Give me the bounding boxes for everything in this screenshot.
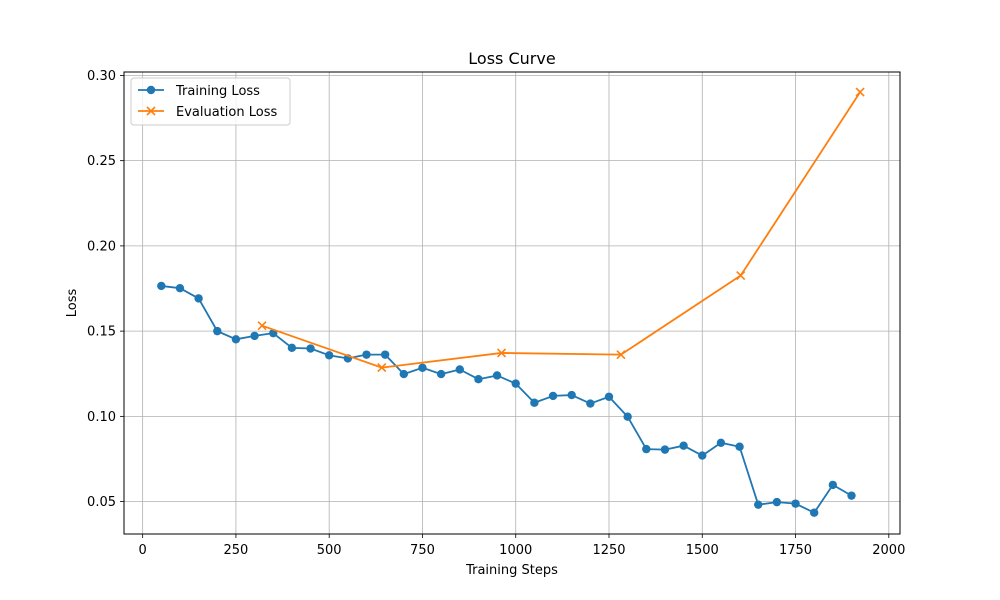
data-point bbox=[362, 350, 371, 359]
data-point bbox=[791, 499, 800, 508]
x-tick-label: 0 bbox=[139, 543, 147, 558]
data-point bbox=[855, 87, 865, 97]
data-point bbox=[455, 365, 464, 374]
data-point bbox=[530, 398, 539, 407]
data-point bbox=[616, 350, 626, 360]
y-axis-label: Loss bbox=[65, 289, 80, 318]
data-point bbox=[642, 444, 651, 454]
legend-label-evaluation: Evaluation Loss bbox=[176, 105, 277, 120]
data-point bbox=[380, 350, 390, 359]
data-point bbox=[716, 438, 726, 447]
x-tick-label: 500 bbox=[317, 543, 342, 558]
axis-ticks: 0 250 500 750 1000 1250 1500 1750 2000 0.05 0.10 0.… bbox=[87, 69, 905, 558]
data-point bbox=[213, 326, 222, 336]
y-tick-label: 0.30 bbox=[87, 69, 116, 84]
data-point bbox=[492, 371, 502, 380]
data-point bbox=[736, 270, 746, 281]
data-point bbox=[496, 348, 507, 358]
legend: Training Loss Evaluation Loss bbox=[130, 77, 291, 126]
x-tick-label: 1750 bbox=[779, 543, 812, 558]
data-point bbox=[474, 375, 483, 384]
data-point bbox=[772, 497, 782, 507]
series-evaluation-loss bbox=[257, 87, 865, 373]
legend-label-training: Training Loss bbox=[175, 84, 260, 99]
series-layer bbox=[157, 87, 865, 517]
data-point bbox=[157, 281, 166, 291]
data-point bbox=[511, 379, 520, 388]
data-point bbox=[418, 363, 427, 372]
data-point bbox=[377, 363, 387, 373]
x-tick-label: 1500 bbox=[686, 543, 719, 558]
x-axis-label: Training Steps bbox=[465, 563, 558, 578]
x-tick-label: 1000 bbox=[499, 543, 532, 558]
y-tick-label: 0.05 bbox=[87, 495, 116, 510]
y-tick-label: 0.10 bbox=[87, 410, 116, 425]
chart-title: Loss Curve bbox=[468, 49, 555, 68]
y-tick-label: 0.15 bbox=[87, 325, 116, 340]
x-tick-label: 250 bbox=[224, 543, 249, 558]
data-point bbox=[399, 369, 409, 379]
series-line-evaluation-loss bbox=[261, 91, 861, 369]
x-tick-label: 750 bbox=[410, 543, 435, 558]
x-tick-label: 2000 bbox=[872, 543, 905, 558]
data-point bbox=[324, 351, 334, 360]
data-point bbox=[828, 480, 838, 490]
data-point bbox=[231, 335, 241, 344]
data-point bbox=[679, 441, 688, 450]
data-point bbox=[175, 283, 185, 293]
data-point bbox=[623, 412, 632, 421]
legend-marker-training bbox=[146, 85, 156, 95]
data-point bbox=[306, 344, 315, 353]
data-point bbox=[436, 369, 446, 379]
data-point bbox=[250, 331, 259, 341]
data-point bbox=[257, 321, 267, 331]
data-point bbox=[735, 442, 744, 451]
plot-frame bbox=[123, 71, 901, 535]
data-point bbox=[660, 445, 670, 454]
data-point bbox=[287, 343, 297, 353]
series-line-training-loss bbox=[161, 285, 852, 514]
x-tick-label: 1250 bbox=[592, 543, 625, 558]
data-point bbox=[698, 451, 707, 460]
data-point bbox=[809, 508, 819, 517]
data-point bbox=[548, 391, 558, 401]
data-point bbox=[754, 500, 763, 509]
data-point bbox=[567, 390, 576, 400]
legend-box bbox=[130, 77, 291, 126]
series-training-loss bbox=[157, 281, 856, 517]
data-point bbox=[847, 491, 856, 500]
data-point bbox=[586, 399, 595, 408]
data-point bbox=[194, 294, 203, 303]
y-tick-label: 0.20 bbox=[87, 239, 116, 254]
y-tick-label: 0.25 bbox=[87, 154, 116, 169]
legend-marker-evaluation bbox=[146, 106, 156, 116]
grid bbox=[124, 72, 900, 534]
data-point bbox=[604, 392, 614, 401]
